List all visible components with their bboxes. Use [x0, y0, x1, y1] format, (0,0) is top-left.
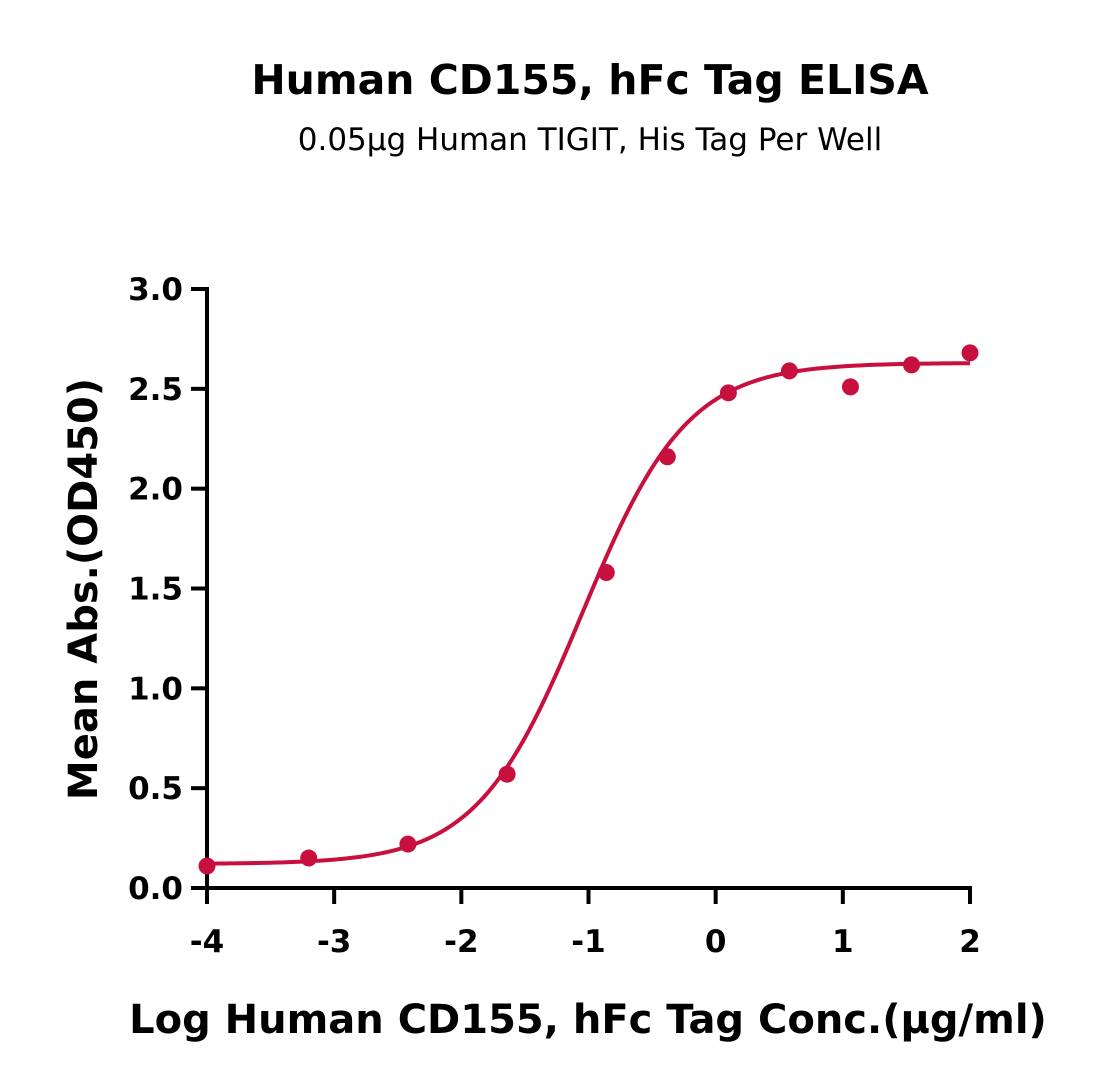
- y-tick-label: 1.5: [128, 572, 183, 608]
- y-axis-label: Mean Abs.(OD450): [61, 378, 107, 800]
- chart-subtitle: 0.05μg Human TIGIT, His Tag Per Well: [298, 122, 882, 158]
- x-axis: -4 -3 -2 -1 0 1 2: [190, 886, 981, 960]
- x-tick-label: -2: [444, 924, 478, 960]
- y-tick-label: 1.0: [128, 671, 183, 707]
- data-point: [498, 765, 516, 783]
- data-point: [658, 448, 676, 466]
- x-axis-label: Log Human CD155, hFc Tag Conc.(μg/ml): [129, 997, 1047, 1043]
- data-point: [903, 356, 921, 374]
- data-point: [399, 835, 417, 853]
- y-tick-label: 2.0: [128, 472, 183, 508]
- data-points: [198, 344, 979, 875]
- fit-curve: [206, 361, 971, 866]
- x-tick-label: -4: [190, 924, 224, 960]
- data-point: [597, 564, 615, 582]
- y-tick-label: 2.5: [128, 372, 183, 408]
- x-tick-label: -1: [571, 924, 605, 960]
- x-tick-label: 0: [705, 924, 727, 960]
- data-point: [841, 378, 859, 396]
- data-point: [961, 344, 979, 362]
- y-tick-label: 0.0: [128, 871, 183, 907]
- data-point: [300, 849, 318, 867]
- x-tick-label: 1: [832, 924, 854, 960]
- data-point: [780, 362, 798, 380]
- y-tick-label: 3.0: [128, 272, 183, 308]
- x-tick-label: 2: [959, 924, 981, 960]
- chart-title: Human CD155, hFc Tag ELISA: [251, 56, 929, 104]
- x-tick-label: -3: [317, 924, 351, 960]
- data-point: [719, 384, 737, 402]
- y-tick-label: 0.5: [128, 771, 183, 807]
- data-point: [198, 857, 216, 875]
- y-axis: 0.0 0.5 1.0 1.5 2.0 2.5 3.0: [128, 272, 209, 907]
